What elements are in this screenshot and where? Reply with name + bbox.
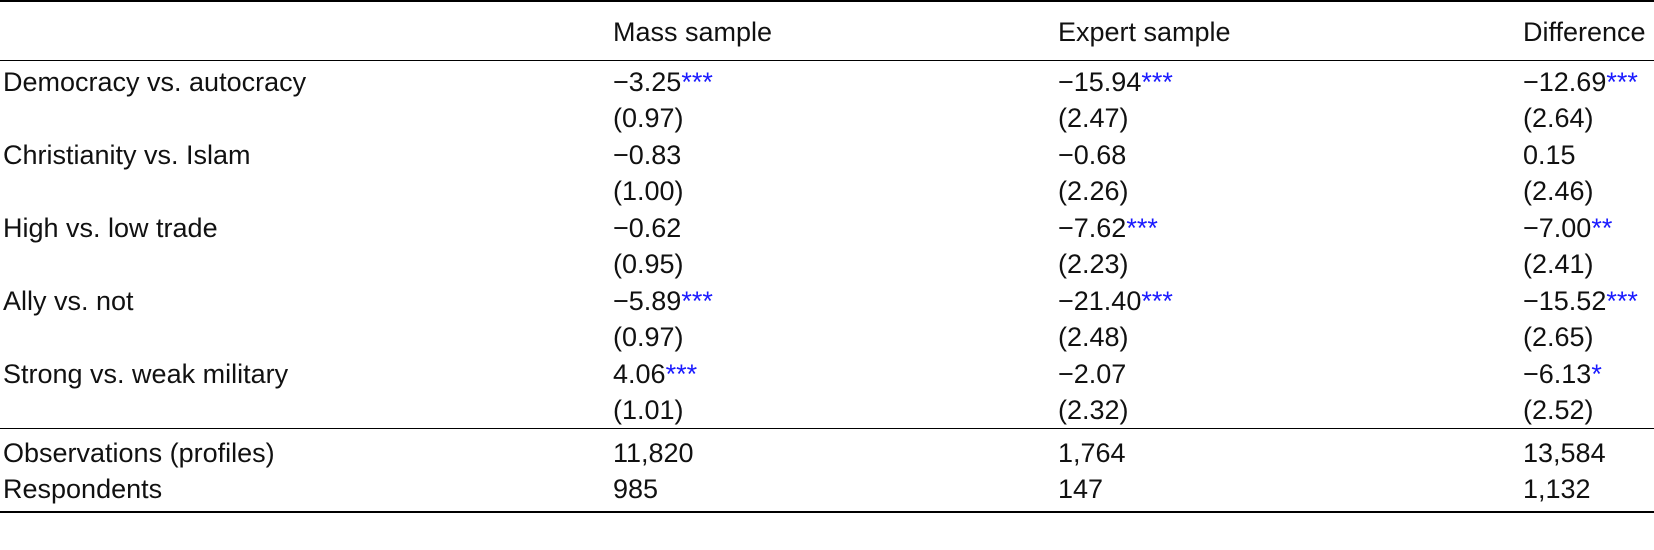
header-cell-mass-sample: Mass sample: [610, 0, 1055, 61]
table-header: Mass sample Expert sample Difference: [0, 0, 1654, 61]
standard-error-row: (1.01) (2.32) (2.52): [0, 392, 1654, 429]
estimate-cell-difference: 0.15: [1520, 136, 1654, 173]
standard-error-row: (0.97) (2.47) (2.64): [0, 100, 1654, 136]
estimate-cell-mass-sample: −0.83: [610, 136, 1055, 173]
standard-error-row: (0.97) (2.48) (2.65): [0, 319, 1654, 355]
significance-stars: ***: [1606, 285, 1638, 316]
estimate-cell-expert-sample: −2.07: [1055, 355, 1520, 392]
estimate-cell-expert-sample: −7.62***: [1055, 209, 1520, 246]
summary-statistics-rows: Observations (profiles) 11,820 1,764 13,584…: [0, 428, 1654, 513]
estimate-value: −12.69: [1523, 66, 1607, 97]
estimate-value: −0.68: [1058, 139, 1127, 170]
coefficient-row: Ally vs. not −5.89*** −21.40*** −15.52***: [0, 282, 1654, 319]
standard-error-row: (0.95) (2.23) (2.41): [0, 246, 1654, 282]
statistic-value-mass-sample: 985: [610, 471, 1055, 513]
row-label-empty: [0, 319, 610, 355]
standard-error-cell-expert-sample: (2.23): [1058, 249, 1129, 279]
estimate-value: −21.40: [1058, 285, 1142, 316]
estimate-cell-mass-sample: −3.25***: [610, 61, 1055, 101]
significance-stars: ***: [1141, 285, 1173, 316]
estimate-value: −7.00: [1523, 212, 1592, 243]
estimate-cell-expert-sample: −21.40***: [1055, 282, 1520, 319]
standard-error-cell-mass-sample: (1.00): [613, 176, 684, 206]
row-label-empty: [0, 246, 610, 282]
estimate-value: −15.94: [1058, 66, 1142, 97]
significance-stars: *: [1591, 358, 1602, 389]
standard-error-cell-difference: (2.52): [1523, 395, 1594, 425]
significance-stars: ***: [681, 285, 713, 316]
coefficient-row: High vs. low trade −0.62 −7.62*** −7.00**: [0, 209, 1654, 246]
significance-stars: ***: [665, 358, 698, 389]
estimate-cell-mass-sample: 4.06***: [610, 355, 1055, 392]
estimate-value: 0.15: [1523, 139, 1576, 170]
standard-error-row: (1.00) (2.26) (2.46): [0, 173, 1654, 209]
statistic-value-expert-sample: 147: [1055, 471, 1520, 513]
estimate-cell-expert-sample: −0.68: [1055, 136, 1520, 173]
standard-error-cell-difference: (2.65): [1523, 322, 1594, 352]
standard-error-cell-mass-sample: (0.97): [613, 322, 684, 352]
estimate-value: −5.89: [613, 285, 682, 316]
row-label: Ally vs. not: [3, 285, 134, 316]
estimate-value: −15.52: [1523, 285, 1607, 316]
estimate-value: −3.25: [613, 66, 682, 97]
significance-stars: ***: [1126, 212, 1158, 243]
statistic-row: Respondents 985 147 1,132: [0, 471, 1654, 513]
header-row: Mass sample Expert sample Difference: [0, 0, 1654, 61]
estimate-value: −2.07: [1058, 358, 1127, 389]
coefficient-row: Christianity vs. Islam −0.83 −0.68 0.15: [0, 136, 1654, 173]
standard-error-cell-difference: (2.64): [1523, 103, 1594, 133]
coefficient-row: Strong vs. weak military 4.06*** −2.07 −6.1…: [0, 355, 1654, 392]
estimate-cell-expert-sample: −15.94***: [1055, 61, 1520, 101]
regression-table: Mass sample Expert sample Difference Dem…: [0, 0, 1654, 513]
standard-error-cell-difference: (2.46): [1523, 176, 1594, 206]
standard-error-cell-mass-sample: (1.01): [613, 395, 684, 425]
coefficient-rows: Democracy vs. autocracy −3.25*** −15.94***…: [0, 61, 1654, 429]
estimate-cell-mass-sample: −0.62: [610, 209, 1055, 246]
standard-error-cell-expert-sample: (2.47): [1058, 103, 1129, 133]
standard-error-cell-mass-sample: (0.97): [613, 103, 684, 133]
significance-stars: ***: [1606, 66, 1638, 97]
statistic-label: Observations (profiles): [0, 428, 610, 471]
estimate-cell-difference: −7.00**: [1520, 209, 1654, 246]
statistic-label: Respondents: [0, 471, 610, 513]
estimate-value: −7.62: [1058, 212, 1127, 243]
significance-stars: ***: [681, 66, 713, 97]
coefficient-row: Democracy vs. autocracy −3.25*** −15.94***…: [0, 61, 1654, 101]
estimate-cell-difference: −12.69***: [1520, 61, 1654, 101]
significance-stars: ***: [1141, 66, 1173, 97]
row-label: Democracy vs. autocracy: [3, 66, 307, 97]
estimate-value: −0.62: [613, 212, 682, 243]
row-label: Strong vs. weak military: [3, 358, 289, 389]
header-cell-difference: Difference: [1520, 0, 1654, 61]
row-label: Christianity vs. Islam: [3, 139, 251, 170]
standard-error-cell-expert-sample: (2.32): [1058, 395, 1129, 425]
statistic-value-mass-sample: 11,820: [610, 428, 1055, 471]
estimate-cell-difference: −6.13*: [1520, 355, 1654, 392]
estimate-cell-difference: −15.52***: [1520, 282, 1654, 319]
estimate-value: −6.13: [1523, 358, 1592, 389]
row-label-empty: [0, 392, 610, 429]
header-cell-label: [0, 0, 610, 61]
statistic-value-expert-sample: 1,764: [1055, 428, 1520, 471]
standard-error-cell-mass-sample: (0.95): [613, 249, 684, 279]
statistic-value-difference: 1,132: [1520, 471, 1654, 513]
estimate-cell-mass-sample: −5.89***: [610, 282, 1055, 319]
row-label: High vs. low trade: [3, 212, 218, 243]
estimate-value: 4.06: [613, 358, 666, 389]
statistic-row: Observations (profiles) 11,820 1,764 13,584: [0, 428, 1654, 471]
regression-table-container: Mass sample Expert sample Difference Dem…: [0, 0, 1654, 513]
estimate-value: −0.83: [613, 139, 682, 170]
standard-error-cell-expert-sample: (2.48): [1058, 322, 1129, 352]
statistic-value-difference: 13,584: [1520, 428, 1654, 471]
row-label-empty: [0, 173, 610, 209]
header-cell-expert-sample: Expert sample: [1055, 0, 1520, 61]
standard-error-cell-difference: (2.41): [1523, 249, 1594, 279]
significance-stars: **: [1591, 212, 1613, 243]
row-label-empty: [0, 100, 610, 136]
standard-error-cell-expert-sample: (2.26): [1058, 176, 1129, 206]
